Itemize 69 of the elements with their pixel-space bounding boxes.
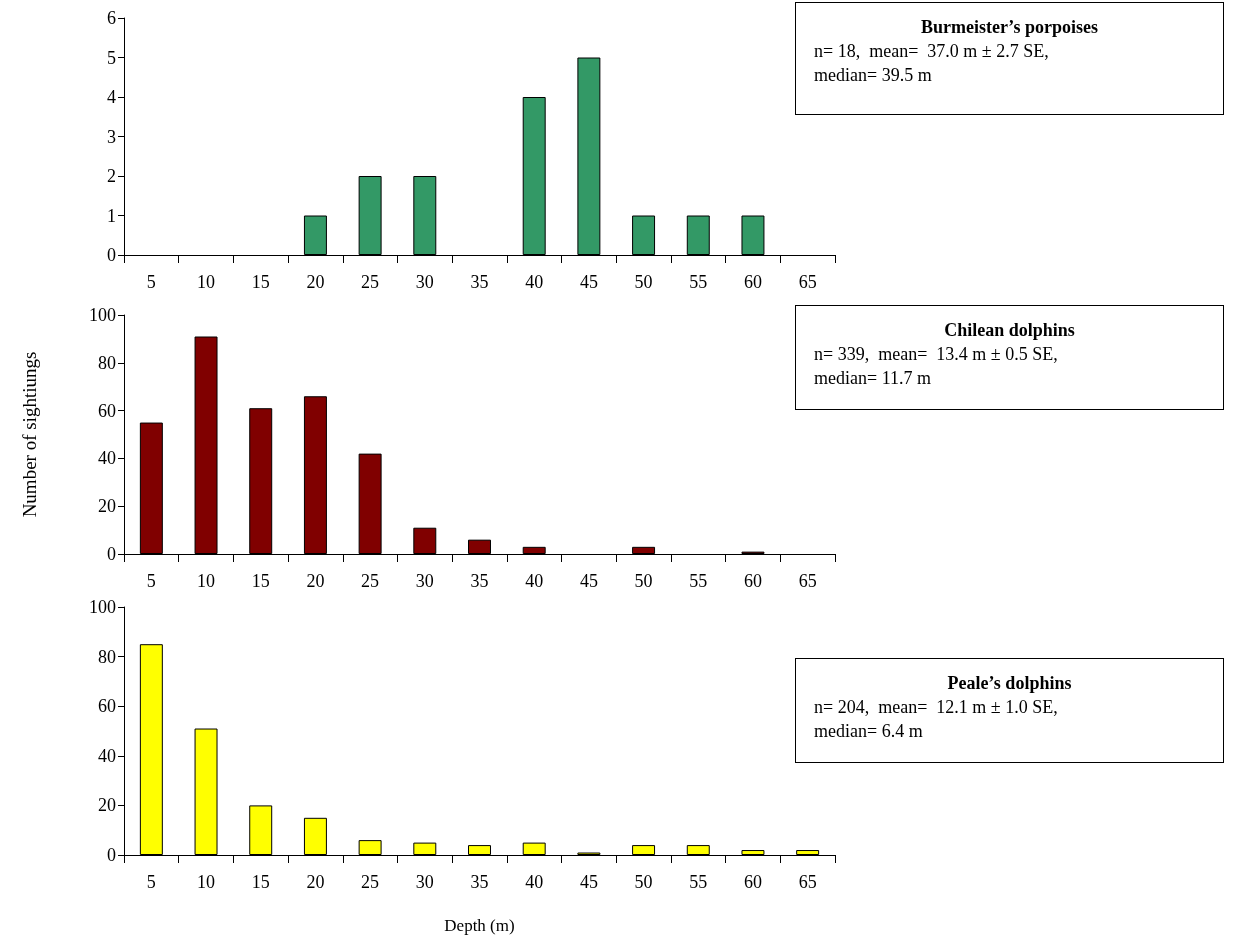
x-tick-label: 5	[146, 872, 156, 892]
y-tick-label: 6	[107, 8, 116, 28]
y-tick-label: 5	[107, 47, 116, 68]
x-tick-label: 50	[634, 872, 653, 892]
y-tick-label: 100	[89, 305, 116, 325]
x-tick-label: 55	[689, 872, 708, 892]
y-tick-label: 80	[98, 646, 116, 667]
x-tick-label: 20	[306, 872, 325, 892]
annotation: n= 18, mean= 37.0 m ± 2.7 SE,	[814, 40, 1050, 63]
x-tick-label: 35	[470, 571, 489, 591]
x-tick-label: 20	[306, 272, 325, 292]
y-tick-label: 3	[107, 126, 116, 147]
x-tick-label: 65	[798, 272, 817, 292]
x-tick-label: 35	[470, 872, 489, 892]
x-tick-label: 40	[525, 872, 544, 892]
y-tick-label: 100	[89, 597, 116, 617]
text: Peale’s dolphins	[946, 672, 1073, 695]
x-tick-label: 5	[146, 571, 156, 591]
y-tick-label: 0	[107, 245, 116, 265]
y-tick-label: 60	[98, 696, 116, 717]
text: Burmeister’s porpoises	[919, 16, 1100, 39]
x-tick-label: 60	[743, 872, 762, 892]
x-tick-label: 10	[197, 272, 216, 292]
x-tick-label: 30	[415, 872, 434, 892]
y-tick-label: 20	[98, 496, 116, 517]
x-tick-label: 30	[415, 272, 434, 292]
x-tick-label: 65	[798, 571, 817, 591]
y-tick-label: 20	[98, 795, 116, 816]
annotation: n= 204, mean= 12.1 m ± 1.0 SE,	[814, 696, 1059, 719]
x-tick-label: 20	[306, 571, 325, 591]
annotation: median= 39.5 m	[814, 64, 933, 87]
x-tick-label: 65	[798, 872, 817, 892]
x-tick-label: 15	[251, 272, 270, 292]
x-tick-label: 25	[361, 872, 380, 892]
x-tick-label: 55	[689, 571, 708, 591]
x-tick-label: 40	[525, 571, 544, 591]
x-tick-label: 40	[525, 272, 544, 292]
y-tick-label: 40	[98, 745, 116, 766]
x-tick-label: 35	[470, 272, 489, 292]
x-tick-label: 10	[197, 571, 216, 591]
y-tick-label: 0	[107, 544, 116, 564]
y-axis-title: Number of sightiungs	[19, 351, 40, 518]
y-tick-label: 2	[107, 166, 116, 186]
x-tick-label: 55	[689, 272, 708, 292]
x-tick-label: 5	[146, 272, 156, 292]
text: Chilean dolphins	[943, 319, 1076, 342]
y-tick-label: 60	[98, 400, 116, 421]
x-tick-label: 50	[634, 272, 653, 292]
x-tick-label: 30	[415, 571, 434, 591]
annotation: median= 6.4 m	[814, 720, 924, 743]
x-tick-label: 60	[743, 272, 762, 292]
x-tick-label: 15	[251, 872, 270, 892]
x-tick-label: 25	[361, 272, 380, 292]
y-tick-label: 1	[107, 205, 116, 226]
x-tick-label: 50	[634, 571, 653, 591]
x-tick-label: 45	[579, 571, 598, 591]
y-tick-label: 80	[98, 352, 116, 373]
x-tick-label: 15	[251, 571, 270, 591]
x-tick-label: 45	[579, 272, 598, 292]
x-tick-label: 45	[579, 872, 598, 892]
x-tick-label: 60	[743, 571, 762, 591]
annotation: median= 11.7 m	[814, 367, 932, 390]
annotation: n= 339, mean= 13.4 m ± 0.5 SE,	[814, 343, 1059, 366]
y-tick-label: 4	[107, 87, 116, 107]
y-tick-label: 0	[107, 845, 116, 865]
x-tick-label: 10	[197, 872, 216, 892]
x-tick-label: 25	[361, 571, 380, 591]
y-tick-label: 40	[98, 448, 116, 469]
x-axis-title: Depth (m)	[444, 916, 515, 935]
